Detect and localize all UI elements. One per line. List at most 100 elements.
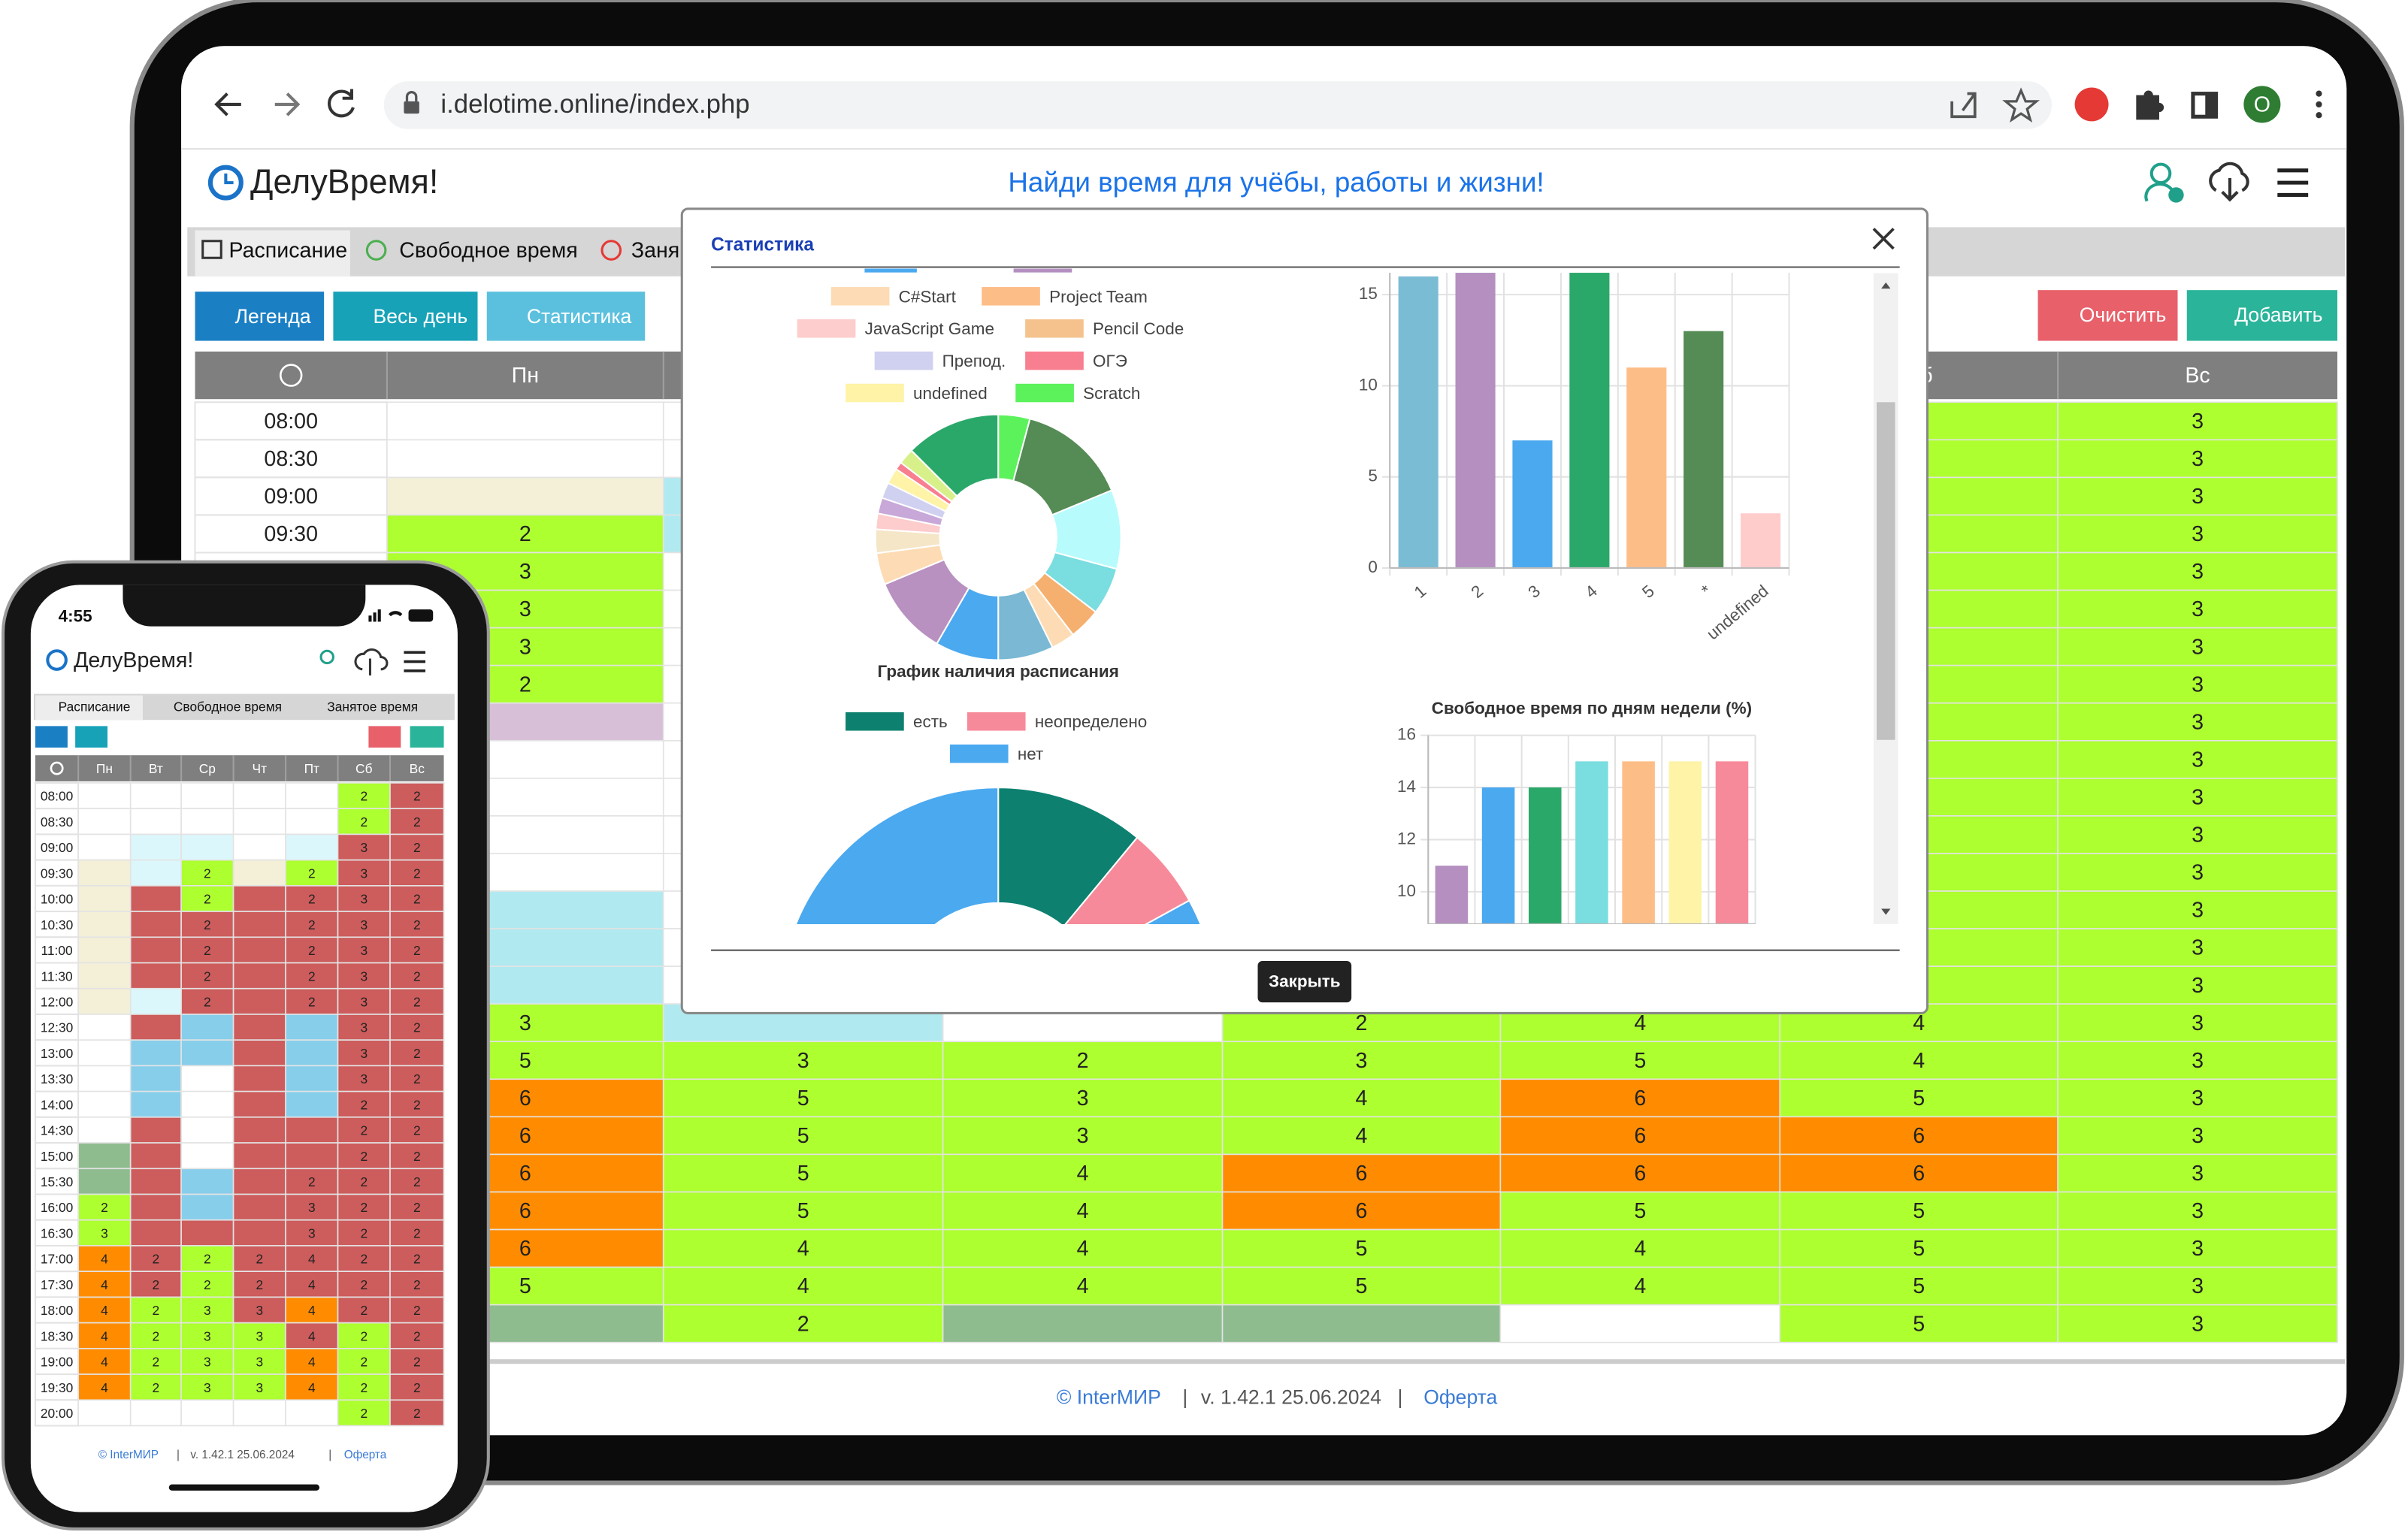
tab[interactable]: Расписание xyxy=(228,239,347,263)
cell-count: 2 xyxy=(413,1303,421,1318)
phone-footer-copyright[interactable]: © InterМИР xyxy=(98,1449,159,1461)
schedule-cell xyxy=(942,1153,1224,1193)
button-label[interactable]: Очистить xyxy=(2080,304,2167,326)
tab[interactable]: Свободное время xyxy=(399,239,577,263)
scrollbar-thumb[interactable] xyxy=(1876,402,1895,740)
cell-count: 2 xyxy=(204,968,211,984)
legend-button[interactable] xyxy=(195,292,325,341)
cell-count: 2 xyxy=(204,892,211,907)
time-label: 08:00 xyxy=(41,789,73,804)
button-label[interactable]: Добавить xyxy=(2234,304,2322,326)
phone-button[interactable] xyxy=(35,726,68,748)
cell-count: 3 xyxy=(2192,1124,2204,1148)
cell-count: 4 xyxy=(308,1380,316,1395)
day-header: Вс xyxy=(2185,364,2210,388)
schedule-cell xyxy=(1499,1228,1781,1268)
cell-count: 3 xyxy=(360,892,368,907)
extensions-icon[interactable] xyxy=(2136,90,2164,120)
cell-count: 4 xyxy=(308,1277,316,1292)
menu-icon[interactable] xyxy=(2277,168,2309,198)
cell-count: 4 xyxy=(308,1252,316,1267)
modal-close-label[interactable]: Закрыть xyxy=(1269,972,1341,991)
cell-count: 2 xyxy=(360,814,368,829)
phone-tab[interactable]: Занятое время xyxy=(327,699,418,714)
schedule-cell xyxy=(77,859,132,887)
schedule-cell xyxy=(285,936,339,964)
bar xyxy=(1668,761,1702,924)
cell-count: 6 xyxy=(519,1199,531,1223)
add-button[interactable] xyxy=(2186,290,2338,341)
schedule-cell xyxy=(2057,853,2338,892)
schedule-cell xyxy=(942,1116,1224,1156)
bookmark-icon[interactable] xyxy=(2002,87,2040,123)
adblock-icon[interactable] xyxy=(2074,87,2109,122)
button-label[interactable]: Легенда xyxy=(235,305,311,328)
tab[interactable]: Заня xyxy=(631,239,679,263)
schedule-cell xyxy=(180,833,234,861)
schedule-cell xyxy=(942,1191,1224,1231)
chart-title: Свободное время по дням недели (%) xyxy=(1432,699,1752,718)
cell-count: 2 xyxy=(153,1303,160,1318)
schedule-cell xyxy=(2057,965,2338,1005)
profile-avatar[interactable] xyxy=(2243,86,2281,123)
time-label: 13:30 xyxy=(41,1071,73,1086)
modal-close-button[interactable] xyxy=(1257,960,1352,1003)
phone-download-icon[interactable] xyxy=(354,648,389,675)
phone-button[interactable] xyxy=(75,726,108,748)
schedule-cell xyxy=(1221,1266,1502,1306)
sidebar-icon-fill xyxy=(2205,93,2216,117)
reload-button[interactable] xyxy=(328,89,355,118)
browser-menu[interactable] xyxy=(2316,90,2322,119)
schedule-cell xyxy=(285,1039,339,1067)
button-label[interactable]: Весь день xyxy=(374,305,468,328)
cell-count: 3 xyxy=(2192,1162,2204,1186)
address-bar[interactable] xyxy=(383,81,2052,129)
phone-button[interactable] xyxy=(368,726,401,748)
schedule-cell xyxy=(337,1193,391,1221)
schedule-cell xyxy=(2057,589,2338,629)
schedule-cell xyxy=(129,1322,182,1349)
phone-user-icon[interactable] xyxy=(319,649,334,665)
stats-button[interactable] xyxy=(486,292,646,341)
footer-offer[interactable]: Оферта xyxy=(1423,1385,1497,1408)
time-label: 12:30 xyxy=(41,1020,73,1035)
time-label: 20:00 xyxy=(41,1406,73,1421)
cell-count: 3 xyxy=(519,597,531,621)
pie-slice xyxy=(794,787,1202,924)
phone-tab[interactable]: Свободное время xyxy=(174,699,282,714)
phone-brand[interactable]: ДелуВремя! xyxy=(74,648,193,672)
cell-count: 6 xyxy=(1355,1162,1367,1186)
button-label[interactable]: Статистика xyxy=(527,305,632,328)
phone-tab[interactable]: Расписание xyxy=(59,699,131,714)
cell-count: 5 xyxy=(1355,1274,1367,1298)
cell-count: 2 xyxy=(413,1149,421,1164)
footer-copyright[interactable]: © InterМИР xyxy=(1057,1385,1161,1408)
legend-label: неопределено xyxy=(1035,712,1147,731)
time-cell xyxy=(194,476,388,516)
download-icon[interactable] xyxy=(2209,162,2249,202)
pie-slice xyxy=(910,413,1000,497)
back-button[interactable] xyxy=(214,92,241,116)
schedule-cell xyxy=(386,476,664,516)
phone-tab-active[interactable] xyxy=(35,695,144,721)
share-icon[interactable] xyxy=(1950,92,1977,119)
schedule-cell xyxy=(77,962,132,990)
phone-menu-icon[interactable] xyxy=(404,651,426,672)
tab-clock-icon xyxy=(365,240,387,261)
brand[interactable]: ДелуВремя! xyxy=(250,162,438,201)
cell-count: 6 xyxy=(1913,1124,1925,1148)
schedule-cell xyxy=(1221,1304,1502,1343)
cell-count: 4 xyxy=(308,1303,316,1318)
schedule-cell xyxy=(2057,627,2338,666)
phone-footer-offer[interactable]: Оферта xyxy=(344,1449,387,1461)
modal-close-x[interactable] xyxy=(1872,228,1895,250)
cell-count: 3 xyxy=(360,917,368,932)
schedule-cell xyxy=(77,911,132,938)
allday-button[interactable] xyxy=(333,292,478,341)
legend-swatch xyxy=(982,287,1040,306)
clear-button[interactable] xyxy=(2037,290,2178,341)
forward-button[interactable] xyxy=(274,92,301,116)
time-cell xyxy=(34,1039,80,1067)
day-header: Вт xyxy=(149,761,163,776)
phone-button[interactable] xyxy=(410,726,444,748)
